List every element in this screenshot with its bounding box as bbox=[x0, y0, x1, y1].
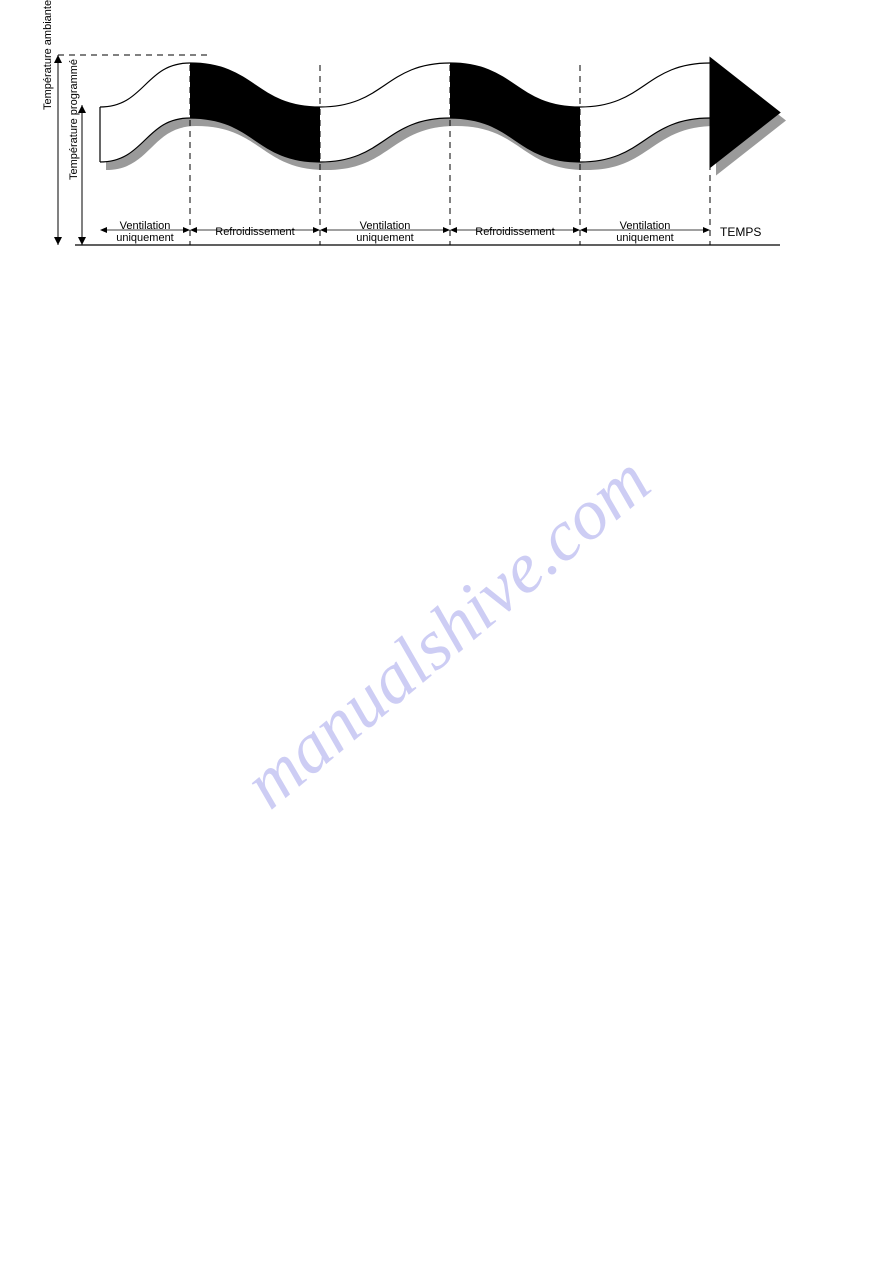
watermark-text: manualshive.com bbox=[228, 438, 666, 824]
x-segment-label: Refroidissement bbox=[450, 226, 580, 238]
y-axis-program-label: Température programmé bbox=[68, 59, 80, 180]
x-segment-label: Refroidissement bbox=[190, 226, 320, 238]
x-segment-label: Ventilationuniquement bbox=[580, 220, 710, 244]
x-axis-time-label: TEMPS bbox=[710, 225, 761, 239]
x-segment-label: Ventilationuniquement bbox=[320, 220, 450, 244]
cooling-cycle-diagram: Température ambiante Température program… bbox=[50, 50, 850, 280]
y-axis-ambient-label: Température ambiante bbox=[42, 0, 54, 110]
x-segment-label: Ventilationuniquement bbox=[100, 220, 190, 244]
x-axis-labels: VentilationuniquementRefroidissementVent… bbox=[100, 217, 850, 247]
